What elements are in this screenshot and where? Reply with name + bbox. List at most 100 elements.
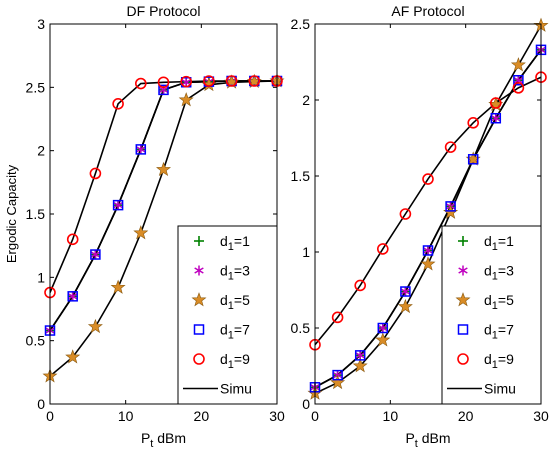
y-tick-label: 2 (302, 92, 310, 108)
data-point (66, 233, 79, 246)
legend-label: d1=9 (220, 351, 250, 371)
data-point (467, 117, 480, 129)
data-point (89, 167, 102, 180)
x-tick-label: 0 (311, 408, 319, 424)
legend-marker (455, 292, 471, 307)
legend-marker (194, 265, 204, 276)
axes-box (314, 23, 542, 405)
data-point (400, 286, 411, 297)
legend-label: d1=5 (484, 292, 514, 312)
y-tick-label: 1 (302, 244, 310, 260)
data-point (112, 98, 124, 110)
data-point (510, 57, 526, 72)
legend-box (177, 225, 278, 405)
x-tick-label: 30 (269, 408, 285, 424)
data-point (467, 154, 479, 165)
legend-marker (193, 324, 205, 335)
series-line-5 (315, 76, 541, 346)
x-tick-label: 20 (194, 408, 210, 424)
data-point (444, 141, 457, 153)
data-point (354, 279, 367, 292)
legend-marker (458, 265, 468, 276)
y-tick-label: 0.5 (26, 333, 46, 349)
data-point (352, 358, 368, 373)
data-point (397, 298, 413, 314)
data-point (354, 350, 366, 361)
legend-marker (194, 236, 204, 246)
legend-marker (191, 292, 207, 307)
data-point (90, 249, 101, 260)
data-point (67, 291, 78, 302)
data-point (330, 374, 346, 390)
data-point (203, 75, 215, 87)
data-point (158, 84, 169, 96)
data-point (156, 161, 171, 177)
data-point (178, 92, 194, 107)
y-tick-label: 2 (37, 143, 45, 159)
y-tick-label: 1 (37, 269, 45, 285)
data-point (87, 318, 103, 334)
data-point (376, 243, 389, 255)
legend: d1=1 d1=3 d1=5 d1=7 d1=9 Simu (177, 225, 278, 405)
legend-marker (457, 353, 469, 365)
x-axis-label: Pt dBm (405, 430, 450, 450)
data-point (67, 291, 78, 302)
legend-label: d1=7 (484, 322, 514, 342)
data-point (489, 97, 502, 109)
data-point (133, 225, 149, 240)
y-tick-label: 3 (37, 16, 45, 32)
series-line-5 (50, 80, 277, 293)
x-tick-label: 10 (118, 408, 134, 424)
data-point (491, 113, 501, 124)
data-point (490, 112, 502, 124)
data-point (65, 349, 81, 364)
x-tick-label: 10 (383, 408, 399, 424)
x-tick-label: 20 (458, 408, 474, 424)
chart-title: AF Protocol (391, 3, 464, 19)
data-point (420, 256, 436, 271)
y-tick-label: 2.5 (291, 16, 311, 32)
data-point (181, 77, 191, 88)
y-tick-label: 1.5 (26, 206, 46, 222)
y-tick-label: 0 (302, 396, 310, 412)
data-point (400, 286, 411, 297)
data-point (378, 323, 388, 333)
data-point (422, 245, 434, 256)
legend-label: d1=9 (484, 351, 514, 371)
data-point (135, 144, 147, 155)
chart-panel-2: AF Protocol 0 10 20 30 0 0.5 1 1.5 2 2.5 Pt dBm d1=1… (291, 3, 549, 450)
data-point (377, 322, 389, 334)
data-point (90, 249, 101, 260)
legend-label: d1=3 (484, 263, 514, 283)
axes-box (49, 23, 278, 405)
data-point (513, 74, 524, 86)
y-tick-label: 2.5 (26, 79, 46, 95)
data-point (445, 201, 456, 212)
data-point (136, 144, 146, 155)
data-point (135, 77, 147, 90)
x-tick-label: 0 (46, 408, 54, 424)
legend-label-simu: Simu (484, 381, 516, 397)
data-point (512, 82, 525, 94)
legend-marker (458, 236, 468, 246)
y-tick-label: 0.5 (291, 320, 311, 336)
legend-label-simu: Simu (220, 381, 252, 397)
data-point (113, 200, 123, 211)
legend-box (441, 225, 542, 405)
legend-label: d1=1 (220, 233, 250, 253)
x-axis-label: Pt dBm (141, 430, 186, 450)
y-tick-label: 1.5 (291, 168, 311, 184)
chart-title: DF Protocol (127, 3, 201, 19)
data-point (110, 279, 126, 294)
data-point (180, 75, 192, 88)
data-point (332, 369, 343, 381)
y-axis-label: Ergodic Capacity (4, 164, 19, 263)
legend: d1=1 d1=3 d1=5 d1=7 d1=9 Simu (441, 225, 542, 405)
data-point (225, 75, 238, 87)
data-point (112, 199, 124, 211)
chart-panel-1: DF Protocol 0 10 20 30 0 0.5 1 1.5 2 2.5 3 Pt dBm Erg… (4, 3, 285, 450)
data-point (248, 75, 261, 87)
data-point (399, 208, 412, 220)
legend-label: d1=3 (220, 263, 250, 283)
